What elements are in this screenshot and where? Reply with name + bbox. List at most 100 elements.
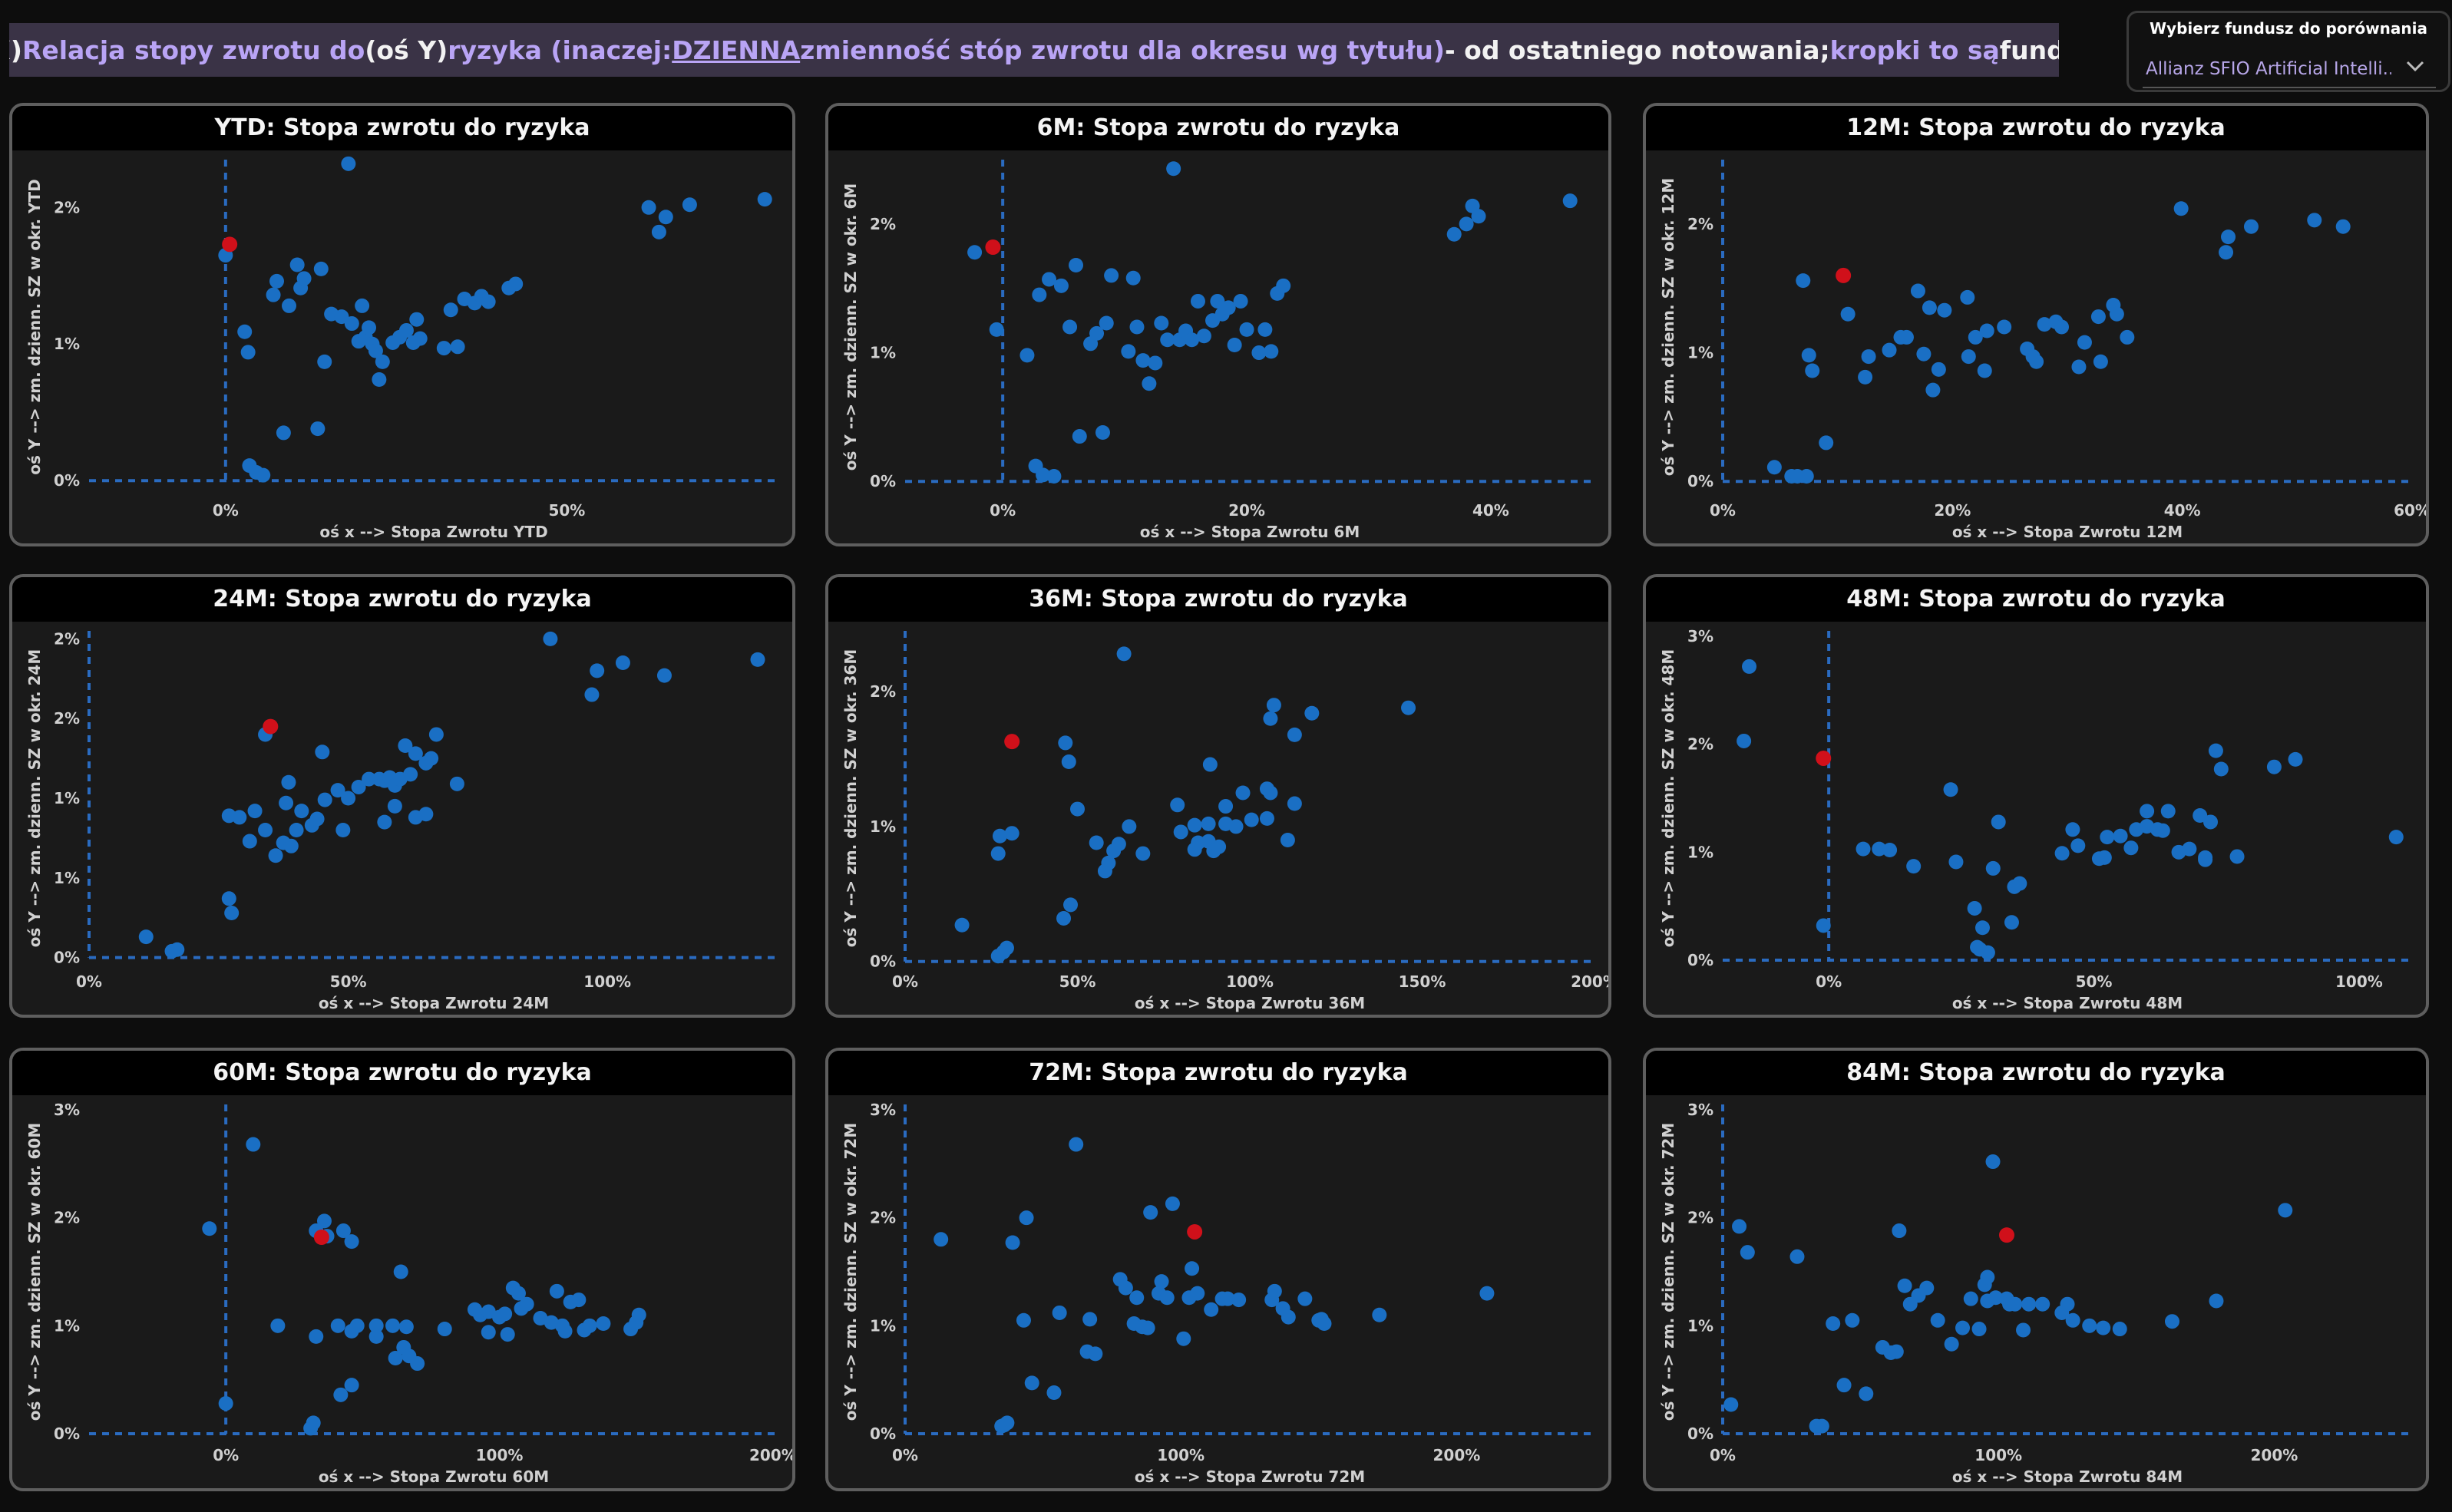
- fund-point[interactable]: [247, 804, 263, 819]
- fund-point[interactable]: [2203, 814, 2219, 830]
- fund-point[interactable]: [310, 421, 326, 437]
- fund-point[interactable]: [1317, 1316, 1332, 1332]
- fund-point[interactable]: [268, 848, 283, 863]
- fund-point[interactable]: [1173, 824, 1188, 840]
- chart-panel-5[interactable]: 48M: Stopa zwrotu do ryzyka 0% 1% 2% 3% 0% 50%…: [1643, 574, 2429, 1018]
- fund-point[interactable]: [341, 791, 356, 806]
- fund-point[interactable]: [934, 1232, 949, 1247]
- fund-point[interactable]: [992, 828, 1007, 843]
- fund-point[interactable]: [202, 1221, 217, 1236]
- chart-panel-3[interactable]: 24M: Stopa zwrotu do ryzyka 0% 1% 1% 2% 2% 0% 5…: [9, 574, 795, 1018]
- fund-point[interactable]: [1980, 945, 1995, 960]
- fund-point[interactable]: [1118, 1280, 1133, 1296]
- fund-point[interactable]: [1737, 733, 1752, 748]
- fund-point[interactable]: [1072, 429, 1087, 444]
- fund-point[interactable]: [1766, 460, 1782, 475]
- fund-point[interactable]: [1937, 302, 1952, 318]
- fund-point[interactable]: [317, 354, 332, 369]
- fund-point[interactable]: [335, 823, 351, 838]
- fund-point[interactable]: [344, 316, 359, 332]
- fund-point[interactable]: [1016, 1312, 1031, 1328]
- fund-point[interactable]: [309, 1329, 324, 1344]
- fund-point[interactable]: [410, 1356, 425, 1372]
- fund-point[interactable]: [409, 312, 425, 327]
- chevron-down-icon[interactable]: [2404, 54, 2427, 78]
- fund-point[interactable]: [1925, 382, 1941, 398]
- fund-point[interactable]: [1154, 1274, 1169, 1289]
- fund-point[interactable]: [544, 1315, 559, 1330]
- fund-point[interactable]: [1121, 344, 1136, 359]
- chart-panel-6[interactable]: 60M: Stopa zwrotu do ryzyka 0% 1% 2% 3% 0% 100…: [9, 1048, 795, 1491]
- fund-point[interactable]: [1005, 1235, 1020, 1250]
- fund-point[interactable]: [2307, 213, 2322, 228]
- fund-point[interactable]: [2388, 830, 2404, 845]
- fund-point[interactable]: [256, 467, 271, 483]
- fund-point[interactable]: [2096, 1320, 2111, 1335]
- fund-point[interactable]: [2164, 1314, 2179, 1329]
- fund-point[interactable]: [1961, 349, 1976, 365]
- fund-point[interactable]: [615, 655, 630, 671]
- fund-point[interactable]: [1233, 293, 1248, 309]
- fund-point[interactable]: [750, 652, 765, 667]
- fund-point[interactable]: [757, 192, 772, 207]
- fund-point[interactable]: [1789, 1249, 1805, 1264]
- fund-point[interactable]: [368, 1318, 384, 1333]
- chart-panel-1[interactable]: 6M: Stopa zwrotu do ryzyka 0% 1% 2% 0% 20% 40%…: [825, 103, 1611, 546]
- fund-point[interactable]: [1170, 797, 1185, 813]
- fund-point[interactable]: [2219, 245, 2234, 260]
- fund-point[interactable]: [590, 663, 605, 678]
- scatter-plot[interactable]: 0% 1% 2% 3% 0% 100% 200% oś x --> Stopa Zwrotu …: [12, 1095, 792, 1488]
- scatter-plot[interactable]: 0% 1% 2% 3% 0% 100% 200% oś x --> Stopa Zwrotu …: [1646, 1095, 2426, 1488]
- fund-point[interactable]: [375, 354, 390, 369]
- fund-point[interactable]: [1944, 1336, 1959, 1352]
- fund-point[interactable]: [1046, 469, 1062, 484]
- fund-point[interactable]: [1122, 819, 1137, 834]
- fund-point[interactable]: [242, 834, 257, 849]
- fund-point[interactable]: [1897, 1278, 1912, 1293]
- fund-point[interactable]: [351, 779, 366, 794]
- fund-point[interactable]: [355, 298, 370, 313]
- fund-point[interactable]: [2097, 850, 2112, 865]
- fund-point[interactable]: [1997, 319, 2012, 335]
- fund-point[interactable]: [1826, 1316, 1841, 1332]
- fund-point[interactable]: [1977, 363, 1992, 378]
- fund-point[interactable]: [1446, 226, 1462, 242]
- chart-panel-7[interactable]: 72M: Stopa zwrotu do ryzyka 0% 1% 2% 3% 0% 100…: [825, 1048, 1611, 1491]
- fund-point[interactable]: [1082, 1312, 1098, 1327]
- fund-point[interactable]: [334, 309, 349, 325]
- fund-point[interactable]: [1099, 315, 1114, 331]
- selected-fund-point[interactable]: [1998, 1227, 2014, 1243]
- fund-point[interactable]: [437, 1322, 452, 1337]
- selected-fund-point[interactable]: [263, 718, 279, 735]
- fund-point[interactable]: [313, 261, 329, 276]
- fund-point[interactable]: [1287, 796, 1302, 811]
- fund-point[interactable]: [1814, 1418, 1829, 1434]
- fund-point[interactable]: [1856, 841, 1871, 857]
- scatter-plot[interactable]: 0% 1% 2% 3% 0% 50% 100% oś x --> Stopa Zwrotu 4…: [1646, 622, 2426, 1015]
- fund-point[interactable]: [1742, 659, 1757, 674]
- selected-fund-point[interactable]: [1836, 267, 1852, 283]
- fund-point[interactable]: [306, 1415, 321, 1431]
- scatter-plot[interactable]: 0% 1% 2% 0% 20% 40% 60% oś x --> Stopa Zwrotu 1…: [1646, 150, 2426, 543]
- fund-point[interactable]: [1104, 268, 1119, 283]
- fund-point[interactable]: [283, 838, 299, 853]
- fund-point[interactable]: [1135, 846, 1151, 861]
- fund-point[interactable]: [2112, 1322, 2127, 1337]
- fund-point[interactable]: [1892, 1223, 1907, 1239]
- fund-point[interactable]: [1732, 1219, 1747, 1234]
- fund-point[interactable]: [549, 1283, 564, 1299]
- fund-point[interactable]: [1796, 273, 1811, 289]
- fund-point[interactable]: [1985, 860, 2001, 876]
- fund-point[interactable]: [449, 776, 464, 791]
- fund-point[interactable]: [999, 940, 1014, 956]
- fund-point[interactable]: [385, 1318, 401, 1333]
- fund-point[interactable]: [1140, 1320, 1155, 1335]
- fund-point[interactable]: [1143, 1205, 1158, 1220]
- fund-point[interactable]: [1280, 833, 1295, 847]
- fund-point[interactable]: [1063, 897, 1079, 913]
- fund-point[interactable]: [1058, 735, 1073, 751]
- fund-point[interactable]: [1251, 345, 1267, 361]
- fund-point[interactable]: [1204, 1302, 1219, 1317]
- fund-point[interactable]: [246, 1137, 261, 1152]
- fund-point[interactable]: [362, 771, 377, 787]
